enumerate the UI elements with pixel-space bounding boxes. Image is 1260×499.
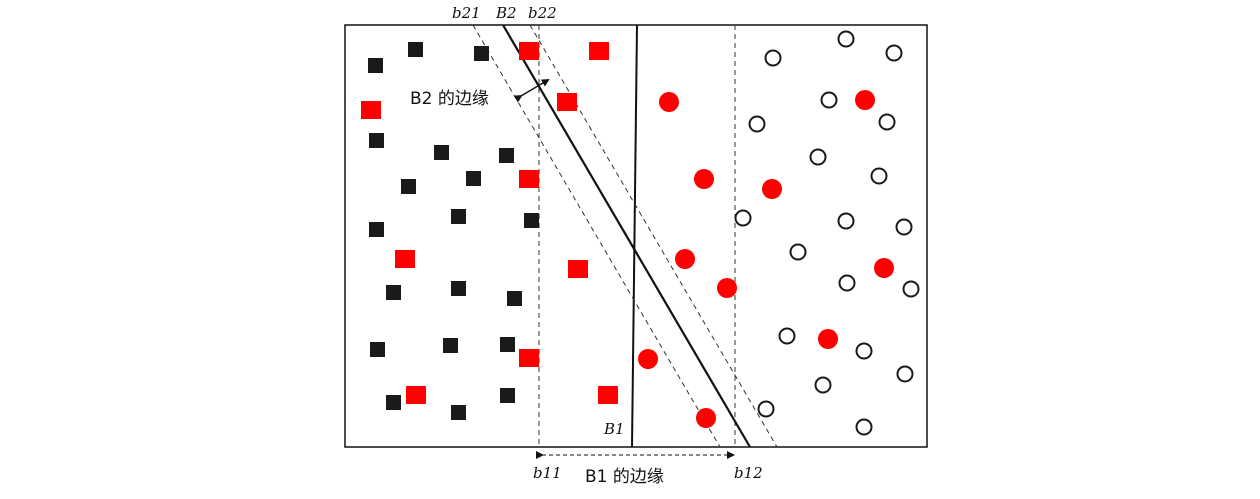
black-square xyxy=(370,342,385,357)
red-square xyxy=(519,42,539,60)
open-circle xyxy=(837,30,855,48)
open-circles xyxy=(734,30,920,436)
open-circle xyxy=(814,376,832,394)
black-square xyxy=(524,213,539,228)
black-square xyxy=(451,209,466,224)
red-circle xyxy=(659,92,679,112)
open-circle xyxy=(855,418,873,436)
open-circle xyxy=(837,212,855,230)
black-square xyxy=(434,145,449,160)
black-square xyxy=(499,148,514,163)
B2-boundary-line xyxy=(502,24,751,448)
red-circles xyxy=(638,90,894,428)
open-circle xyxy=(734,209,752,227)
open-circle xyxy=(764,49,782,67)
B2-margin-arrow xyxy=(513,78,550,103)
b22-dashed-line xyxy=(529,24,778,448)
black-square xyxy=(451,281,466,296)
red-circle xyxy=(694,169,714,189)
red-circle xyxy=(675,249,695,269)
black-square xyxy=(369,222,384,237)
open-circle xyxy=(855,342,873,360)
open-circle xyxy=(778,327,796,345)
red-squares xyxy=(361,42,618,404)
red-square xyxy=(519,349,539,367)
open-circle xyxy=(838,274,856,292)
red-circle xyxy=(762,179,782,199)
open-circle xyxy=(789,243,807,261)
black-square xyxy=(500,388,515,403)
black-square xyxy=(474,46,489,61)
red-square xyxy=(598,386,618,404)
open-circle xyxy=(902,280,920,298)
red-square xyxy=(361,101,381,119)
b12-label: b12 xyxy=(734,464,763,482)
red-square xyxy=(519,170,539,188)
B1-label: B1 xyxy=(603,420,625,438)
black-squares xyxy=(368,42,539,420)
red-square xyxy=(557,93,577,111)
black-square xyxy=(451,405,466,420)
red-square xyxy=(406,386,426,404)
red-circle xyxy=(818,329,838,349)
red-circle xyxy=(638,349,658,369)
open-circle xyxy=(757,400,775,418)
b22-label: b22 xyxy=(528,4,557,22)
black-square xyxy=(368,58,383,73)
black-square xyxy=(408,42,423,57)
red-square xyxy=(568,260,588,278)
open-circle xyxy=(870,167,888,185)
open-circle xyxy=(809,148,827,166)
red-circle xyxy=(855,90,875,110)
red-circle xyxy=(874,258,894,278)
b21-label: b21 xyxy=(452,4,481,22)
red-square xyxy=(395,250,415,268)
open-circle xyxy=(895,218,913,236)
red-circle xyxy=(717,278,737,298)
B1-boundary-line xyxy=(631,24,638,448)
black-square xyxy=(466,171,481,186)
black-square xyxy=(443,338,458,353)
black-square xyxy=(500,337,515,352)
black-square xyxy=(507,291,522,306)
red-square xyxy=(589,42,609,60)
black-square xyxy=(386,285,401,300)
b21-dashed-line xyxy=(472,24,721,448)
b11-label: b11 xyxy=(533,464,562,482)
B2-label: B2 xyxy=(495,4,517,22)
open-circle xyxy=(820,91,838,109)
open-circle xyxy=(748,115,766,133)
open-circle xyxy=(878,113,896,131)
open-circle xyxy=(885,44,903,62)
black-square xyxy=(369,133,384,148)
black-square xyxy=(401,179,416,194)
B2-margin-label: B2 的边缘 xyxy=(410,89,489,109)
black-square xyxy=(386,395,401,410)
red-circle xyxy=(696,408,716,428)
B1-margin-label: B1 的边缘 xyxy=(585,467,664,487)
open-circle xyxy=(896,365,914,383)
